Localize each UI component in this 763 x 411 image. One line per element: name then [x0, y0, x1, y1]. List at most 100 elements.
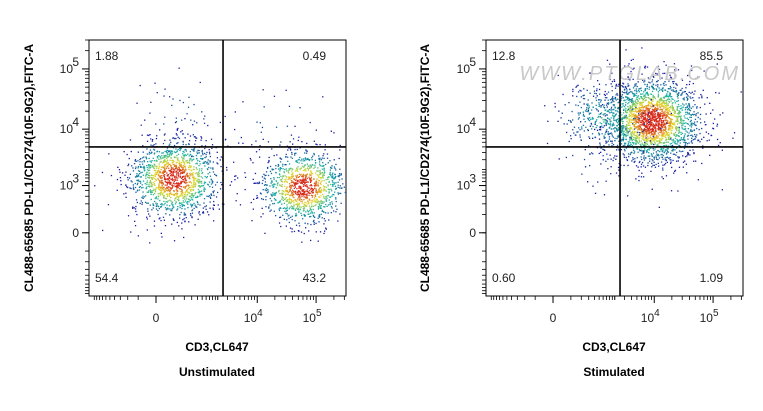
scatter-point [671, 139, 673, 141]
scatter-point [607, 117, 609, 119]
scatter-point [298, 181, 301, 183]
scatter-point [641, 130, 643, 132]
scatter-point [682, 98, 685, 100]
scatter-point [641, 129, 643, 131]
scatter-point [650, 120, 652, 123]
scatter-point [583, 115, 586, 117]
scatter-point [650, 170, 652, 172]
scatter-point [667, 112, 669, 114]
scatter-point [252, 162, 254, 164]
scatter-point [663, 96, 665, 98]
scatter-point [116, 189, 118, 191]
scatter-point [150, 181, 152, 184]
scatter-point [193, 186, 195, 188]
scatter-point [685, 111, 687, 113]
scatter-point [661, 135, 663, 137]
scatter-point [650, 147, 652, 149]
scatter-point [665, 131, 667, 133]
scatter-point [148, 213, 150, 215]
scatter-point [631, 135, 633, 137]
scatter-point [633, 121, 635, 124]
scatter-point [631, 145, 633, 147]
scatter-point [334, 177, 336, 179]
scatter-point [312, 208, 314, 211]
scatter-point [687, 74, 689, 77]
scatter-point [653, 96, 656, 99]
scatter-point [137, 174, 140, 176]
scatter-point [182, 143, 184, 146]
scatter-point [625, 107, 627, 110]
scatter-point [298, 209, 300, 211]
scatter-point [150, 185, 152, 187]
scatter-point [235, 175, 237, 177]
scatter-point [172, 171, 175, 173]
scatter-point [300, 179, 302, 181]
scatter-point [639, 118, 641, 120]
scatter-point [661, 104, 663, 106]
scatter-point [233, 161, 235, 163]
scatter-point [300, 200, 302, 203]
scatter-point [318, 216, 321, 218]
scatter-point [599, 116, 601, 118]
scatter-point [298, 162, 300, 164]
scatter-point [596, 95, 598, 97]
scatter-point [645, 92, 647, 94]
scatter-point [157, 157, 159, 159]
scatter-point [566, 123, 568, 125]
scatter-point [603, 93, 606, 96]
scatter-point [165, 163, 168, 165]
scatter-point [177, 208, 179, 210]
scatter-point [686, 123, 688, 125]
scatter-point [621, 129, 623, 131]
scatter-point [661, 150, 664, 152]
scatter-point [316, 178, 318, 180]
scatter-point [292, 207, 294, 209]
scatter-point [335, 169, 337, 171]
scatter-point [651, 139, 653, 141]
scatter-point [623, 86, 625, 88]
scatter-point [656, 124, 658, 127]
scatter-point [186, 176, 188, 178]
scatter-point [288, 199, 291, 201]
scatter-point [637, 100, 639, 102]
scatter-point [153, 184, 155, 186]
scatter-point [638, 102, 640, 104]
scatter-point [144, 201, 147, 203]
scatter-point [173, 240, 176, 242]
scatter-point [192, 124, 194, 126]
scatter-point [182, 204, 184, 206]
scatter-point [615, 119, 618, 122]
scatter-point [192, 189, 195, 191]
scatter-point [154, 178, 157, 181]
scatter-point [177, 187, 179, 189]
scatter-point [683, 141, 685, 143]
scatter-point [325, 198, 327, 201]
scatter-point [167, 178, 169, 180]
scatter-point [140, 182, 142, 184]
scatter-point [658, 122, 660, 124]
scatter-point [671, 102, 673, 105]
scatter-point [314, 185, 316, 187]
scatter-point [334, 174, 336, 176]
scatter-point [683, 122, 685, 124]
scatter-point [697, 116, 699, 119]
scatter-point [257, 197, 259, 199]
scatter-point [314, 159, 316, 162]
scatter-point [173, 160, 175, 162]
scatter-point [319, 191, 321, 194]
scatter-point [629, 142, 632, 144]
scatter-point [657, 95, 660, 97]
scatter-point [693, 114, 695, 116]
scatter-point [163, 170, 165, 172]
scatter-point [310, 223, 312, 226]
scatter-point [212, 171, 215, 173]
scatter-point [334, 167, 336, 170]
scatter-point [237, 177, 239, 179]
scatter-point [697, 179, 699, 181]
scatter-point [244, 176, 247, 178]
scatter-point [188, 181, 190, 183]
scatter-point [631, 138, 633, 140]
scatter-point [171, 193, 173, 195]
scatter-point [640, 93, 642, 95]
scatter-point [184, 221, 186, 223]
